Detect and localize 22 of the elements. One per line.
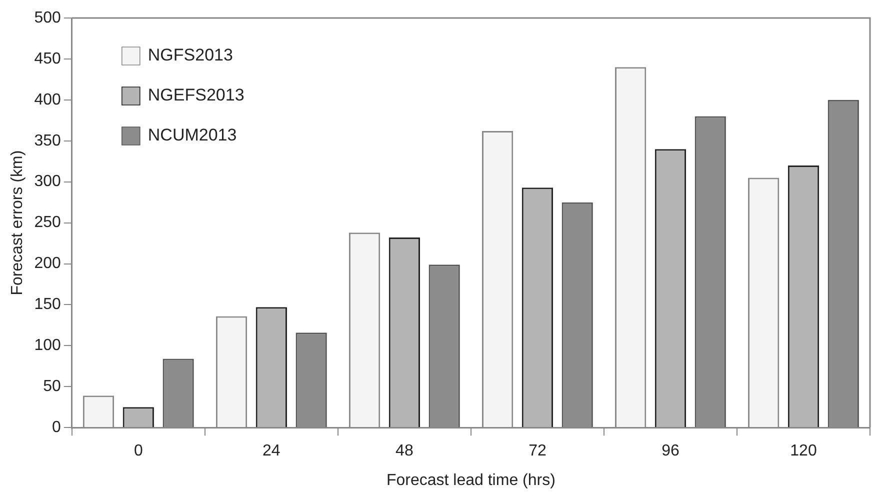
y-tick-label: 500 xyxy=(34,9,61,26)
x-tick-label: 120 xyxy=(790,442,817,460)
legend-label: NGFS2013 xyxy=(148,46,233,65)
y-tick-label: 0 xyxy=(52,419,61,436)
x-tick-label: 0 xyxy=(134,442,143,460)
x-tick-label: 24 xyxy=(262,442,280,460)
x-tick-label: 48 xyxy=(396,442,414,460)
y-tick-label: 300 xyxy=(34,173,61,190)
legend-label: NCUM2013 xyxy=(148,126,237,145)
y-axis-title: Forecast errors (km) xyxy=(9,150,26,296)
y-tick-label: 100 xyxy=(34,337,61,354)
y-tick-label: 250 xyxy=(34,214,61,232)
y-tick-label: 450 xyxy=(34,50,61,68)
y-tick-label: 400 xyxy=(34,91,61,108)
x-tick-label: 96 xyxy=(662,442,680,460)
x-axis-title: Forecast lead time (hrs) xyxy=(386,472,556,489)
x-tick-label: 72 xyxy=(528,442,546,460)
y-tick-label: 200 xyxy=(34,255,61,272)
y-tick-label: 350 xyxy=(34,132,61,150)
y-tick-label: 150 xyxy=(34,296,61,314)
y-tick-label: 50 xyxy=(43,378,61,396)
legend-label: NGEFS2013 xyxy=(148,86,244,105)
